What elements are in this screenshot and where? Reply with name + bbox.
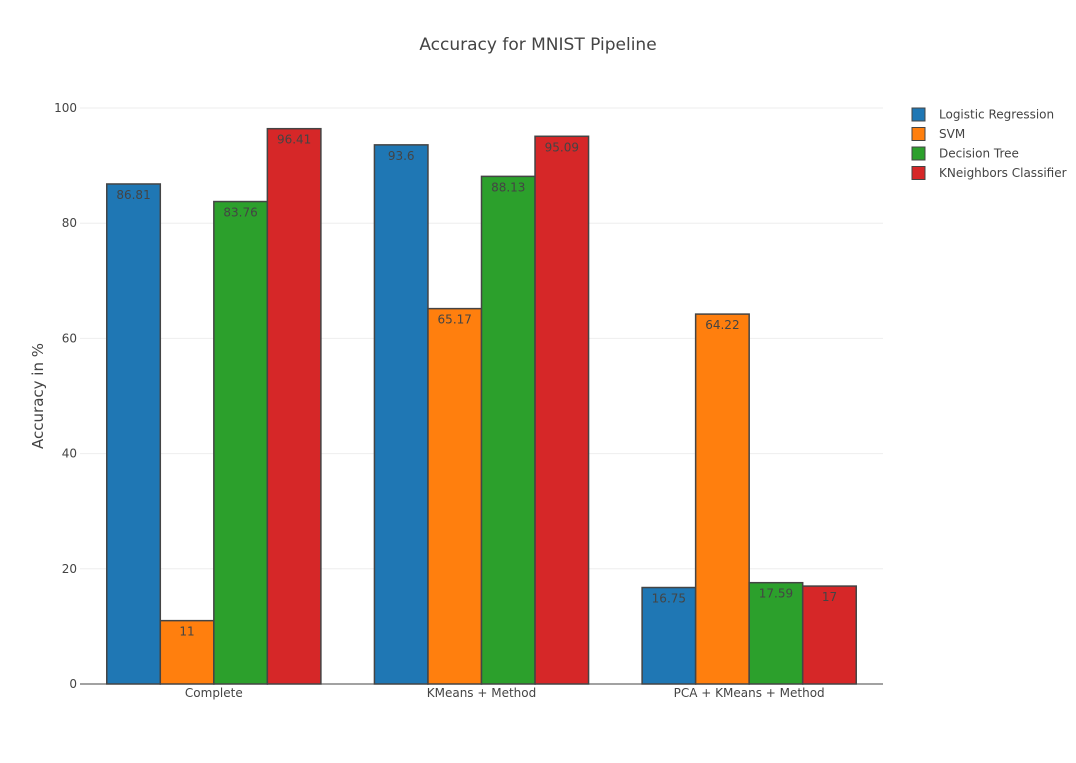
bar-value-label: 86.81	[116, 188, 150, 202]
bar[interactable]	[106, 183, 162, 685]
bar-value-label: 95.09	[545, 140, 579, 154]
bar-value-label: 17	[822, 590, 837, 604]
bar-value-label: 11	[179, 625, 194, 639]
bar[interactable]	[694, 313, 750, 685]
legend-label: Logistic Regression	[939, 108, 1054, 122]
y-tick-label: 0	[69, 677, 77, 691]
bar-value-label: 88.13	[491, 180, 525, 194]
legend-label: Decision Tree	[939, 147, 1019, 161]
bar-value-label: 96.41	[277, 133, 311, 147]
bar-value-label: 65.17	[438, 313, 472, 327]
y-axis-ticks: 0 20 40 60 80 100	[54, 101, 77, 691]
bar[interactable]	[373, 144, 429, 685]
y-tick-label: 40	[62, 447, 77, 461]
legend-item[interactable]: Decision Tree	[911, 146, 1019, 161]
x-tick-label: KMeans + Method	[427, 686, 537, 700]
y-axis-title: Accuracy in %	[29, 343, 47, 449]
bar[interactable]	[427, 307, 483, 685]
x-axis-ticks: Complete KMeans + Method PCA + KMeans + Me…	[185, 686, 825, 700]
chart-title: Accuracy for MNIST Pipeline	[419, 35, 656, 55]
x-tick-label: Complete	[185, 686, 243, 700]
legend-swatch	[911, 166, 926, 180]
bar[interactable]	[213, 200, 269, 685]
y-tick-label: 80	[62, 216, 77, 230]
bar[interactable]	[480, 175, 536, 685]
legend-item[interactable]: Logistic Regression	[911, 107, 1054, 122]
y-tick-label: 20	[62, 562, 77, 576]
legend-label: SVM	[939, 127, 965, 141]
legend-label: KNeighbors Classifier	[939, 166, 1067, 180]
legend-swatch	[911, 127, 926, 141]
bar[interactable]	[266, 127, 322, 685]
bar-value-label: 93.6	[388, 149, 415, 163]
legend-swatch	[911, 146, 926, 161]
bar-value-label: 16.75	[652, 592, 686, 606]
legend-item[interactable]: KNeighbors Classifier	[911, 166, 1067, 180]
bar-labels: 86.81 11 83.76 96.41 93.6 65.17 88.13 95.09 16.7…	[116, 133, 837, 639]
bar[interactable]	[748, 581, 804, 685]
x-tick-label: PCA + KMeans + Method	[674, 686, 825, 700]
y-tick-label: 60	[62, 331, 77, 345]
bar-value-label: 17.59	[759, 587, 793, 601]
y-tick-label: 100	[54, 101, 77, 115]
bar[interactable]	[159, 619, 215, 685]
bar[interactable]	[801, 585, 857, 685]
legend[interactable]: Logistic Regression SVM Decision Tree KNeig…	[911, 107, 1067, 181]
legend-item[interactable]: SVM	[911, 127, 965, 141]
bar-value-label: 64.22	[705, 318, 739, 332]
bars	[106, 127, 857, 685]
legend-swatch	[911, 107, 926, 122]
bar[interactable]	[534, 135, 590, 685]
bar-value-label: 83.76	[223, 206, 257, 220]
